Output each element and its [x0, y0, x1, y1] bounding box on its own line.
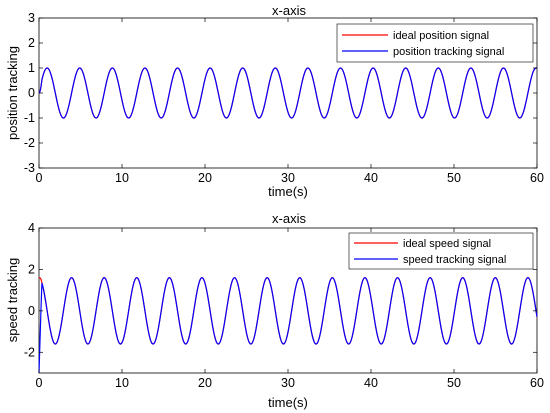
x-tick-label: 60: [530, 171, 544, 185]
x-tick-label: 30: [281, 171, 295, 185]
y-tick-group: -3 -2 -1 0 1 2 3: [24, 11, 35, 175]
x-tick-label: 20: [198, 376, 212, 390]
y-tick-label: 2: [28, 262, 35, 276]
legend-box: [336, 23, 534, 63]
x-tick-label: 0: [36, 171, 43, 185]
x-tick-label: 30: [281, 376, 295, 390]
x-axis-label: time(s): [268, 395, 308, 410]
x-tick-label: 20: [198, 171, 212, 185]
legend-label: position tracking signal: [393, 46, 504, 58]
series-group: [38, 67, 538, 119]
x-tick-group: 0 10 20 30 40 50 60: [36, 171, 544, 185]
series-group: [38, 277, 538, 374]
x-tick-label: 50: [447, 171, 461, 185]
x-tick-label: 40: [364, 376, 378, 390]
y-tick-label: -3: [24, 161, 35, 175]
y-tick-label: 4: [28, 221, 35, 235]
legend: ideal position signal position tracking …: [336, 23, 534, 63]
chart-title: x-axis: [272, 3, 306, 18]
x-axis-label: time(s): [268, 184, 308, 199]
y-axis-label: position tracking: [5, 46, 20, 140]
x-tick-label: 50: [447, 376, 461, 390]
series-line-position-tracking: [38, 67, 538, 119]
y-tick-label: 1: [28, 61, 35, 75]
x-tick-group: 0 10 20 30 40 50 60: [36, 376, 544, 390]
y-tick-label: -2: [24, 345, 35, 359]
speed-chart: x-axis 0 10 20 30 40 50 60 -2 0 2 4 time…: [5, 211, 544, 410]
y-tick-label: -2: [24, 136, 35, 150]
y-tick-group: -2 0 2 4: [24, 221, 35, 359]
legend-label: speed tracking signal: [403, 254, 506, 266]
legend: ideal speed signal speed tracking signal: [348, 232, 534, 270]
y-tick-label: 3: [28, 11, 35, 25]
x-tick-label: 10: [115, 171, 129, 185]
x-tick-label: 60: [530, 376, 544, 390]
position-chart: x-axis 0 10 20 30 40 50 60 -3 -2 -1 0 1 …: [5, 3, 544, 199]
x-tick-label: 0: [36, 376, 43, 390]
legend-label: ideal position signal: [393, 30, 489, 42]
y-tick-label: 0: [28, 304, 35, 318]
chart-title: x-axis: [272, 211, 306, 226]
y-axis-label: speed tracking: [5, 258, 20, 343]
x-tick-label: 10: [115, 376, 129, 390]
series-line-speed-tracking: [38, 277, 538, 374]
y-tick-label: 0: [28, 86, 35, 100]
y-tick-label: -1: [24, 111, 35, 125]
legend-box: [348, 232, 534, 270]
legend-label: ideal speed signal: [403, 238, 491, 250]
x-tick-label: 40: [364, 171, 378, 185]
y-tick-label: 2: [28, 36, 35, 50]
